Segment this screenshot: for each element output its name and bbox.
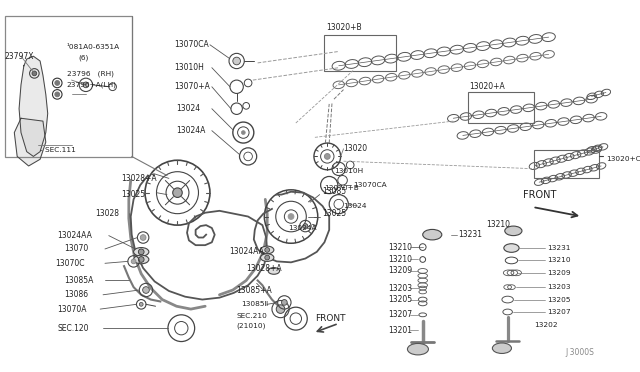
Circle shape [143, 287, 149, 294]
Text: ¹081A0-6351A: ¹081A0-6351A [67, 44, 120, 50]
Text: 13070+A: 13070+A [175, 82, 211, 91]
Text: (21010): (21010) [237, 322, 266, 328]
Circle shape [55, 92, 60, 97]
Ellipse shape [134, 247, 149, 256]
Text: 13024AA: 13024AA [229, 247, 264, 256]
Text: 13070A: 13070A [57, 305, 87, 314]
Ellipse shape [260, 254, 274, 262]
Text: 13209: 13209 [388, 266, 413, 275]
Text: 13207: 13207 [547, 309, 570, 315]
Text: 13085+A: 13085+A [237, 285, 273, 295]
Text: 13202: 13202 [534, 322, 558, 328]
Text: 13209: 13209 [547, 270, 570, 276]
Text: 13028+A: 13028+A [246, 264, 282, 273]
Text: 23796   (RH): 23796 (RH) [67, 70, 114, 77]
Text: 13024: 13024 [177, 104, 201, 113]
Text: 13070CA: 13070CA [353, 182, 387, 188]
Bar [468, 93, 534, 123]
Text: 13070C: 13070C [55, 259, 85, 268]
Text: 13070CA: 13070CA [175, 40, 209, 49]
Circle shape [288, 214, 294, 219]
Circle shape [140, 235, 146, 240]
Circle shape [173, 188, 182, 198]
Ellipse shape [268, 267, 280, 274]
Text: 13085A: 13085A [64, 276, 93, 285]
Text: SEC.210: SEC.210 [237, 313, 268, 319]
Circle shape [324, 154, 330, 159]
Text: 13024A: 13024A [177, 126, 206, 135]
Text: 13010H: 13010H [334, 168, 363, 174]
Ellipse shape [408, 343, 428, 355]
Text: 13020+A: 13020+A [470, 82, 505, 91]
Text: 13210: 13210 [388, 255, 412, 264]
Text: 13024: 13024 [344, 203, 367, 209]
Ellipse shape [504, 244, 519, 252]
Text: 13205: 13205 [388, 295, 413, 304]
Text: 13020+C: 13020+C [606, 156, 640, 162]
Circle shape [140, 302, 143, 306]
Ellipse shape [505, 226, 522, 235]
Text: 13085: 13085 [323, 187, 347, 196]
Text: 13010H: 13010H [175, 63, 205, 72]
Text: 13020: 13020 [344, 144, 367, 153]
Ellipse shape [492, 343, 511, 353]
Text: 13231: 13231 [458, 230, 482, 239]
Polygon shape [19, 56, 48, 156]
Text: 13207: 13207 [388, 310, 413, 319]
Text: 13028: 13028 [95, 209, 120, 218]
Text: FRONT: FRONT [523, 190, 556, 200]
Circle shape [131, 259, 136, 264]
Text: FRONT: FRONT [315, 314, 346, 323]
Text: 13231: 13231 [547, 245, 570, 251]
Text: 13210: 13210 [547, 257, 570, 263]
Bar [534, 150, 599, 178]
Circle shape [276, 305, 285, 313]
Text: 13085Ⅱ: 13085Ⅱ [241, 301, 269, 307]
Text: (6): (6) [78, 55, 88, 61]
Text: J 3000S: J 3000S [565, 347, 594, 356]
Text: 13210: 13210 [388, 243, 412, 251]
Text: 13201: 13201 [388, 326, 412, 334]
Polygon shape [14, 118, 46, 166]
Text: 13025: 13025 [121, 190, 145, 199]
Text: 13086: 13086 [64, 290, 88, 299]
Circle shape [233, 57, 241, 65]
Circle shape [265, 255, 269, 260]
Text: - SEC.111: - SEC.111 [40, 147, 76, 153]
Bar [324, 35, 396, 71]
Text: 13025: 13025 [323, 209, 347, 218]
Text: 13020+B: 13020+B [326, 23, 362, 32]
Circle shape [282, 299, 287, 305]
Text: 13203: 13203 [388, 283, 413, 293]
Circle shape [138, 257, 144, 262]
Ellipse shape [134, 255, 149, 264]
Text: 23797X: 23797X [4, 52, 35, 61]
Text: 13070+B: 13070+B [324, 185, 359, 191]
Circle shape [138, 249, 144, 255]
Circle shape [265, 247, 269, 252]
Text: 13205: 13205 [547, 296, 570, 302]
Bar [4, 16, 132, 157]
Ellipse shape [260, 246, 274, 254]
Circle shape [55, 81, 60, 85]
Circle shape [241, 131, 245, 134]
Text: 13024AA: 13024AA [57, 231, 92, 240]
Text: SEC.120: SEC.120 [57, 324, 89, 333]
Circle shape [83, 82, 89, 88]
Text: 13203: 13203 [547, 284, 570, 290]
Text: 23796+A(LH): 23796+A(LH) [67, 81, 116, 88]
Circle shape [303, 224, 308, 228]
Text: 13024A: 13024A [288, 225, 317, 231]
Ellipse shape [422, 230, 442, 240]
Text: 13070: 13070 [64, 244, 88, 253]
Text: 13210: 13210 [486, 220, 511, 229]
Circle shape [32, 71, 36, 76]
Text: 13028+A: 13028+A [121, 174, 157, 183]
